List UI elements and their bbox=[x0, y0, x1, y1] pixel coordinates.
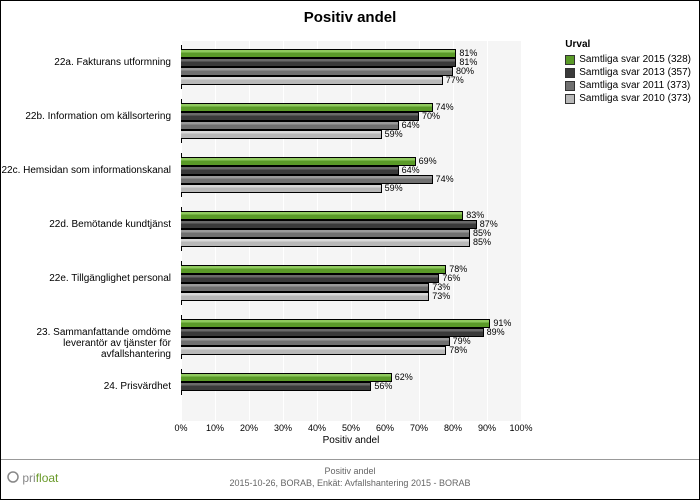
bar-value-label: 89% bbox=[487, 328, 505, 337]
bar bbox=[181, 319, 490, 328]
footer-line-1: Positiv andel bbox=[1, 466, 699, 478]
legend-label: Samtliga svar 2010 (373) bbox=[579, 93, 691, 104]
bar bbox=[181, 211, 463, 220]
bar bbox=[181, 112, 419, 121]
bar-value-label: 70% bbox=[422, 112, 440, 121]
legend-label: Samtliga svar 2011 (373) bbox=[579, 80, 690, 91]
legend-item: Samtliga svar 2015 (328) bbox=[565, 54, 691, 65]
bar-value-label: 69% bbox=[419, 157, 437, 166]
bar-value-label: 73% bbox=[432, 292, 450, 301]
bar bbox=[181, 328, 484, 337]
bar bbox=[181, 382, 371, 391]
legend-item: Samtliga svar 2013 (357) bbox=[565, 67, 691, 78]
bar-value-label: 77% bbox=[446, 76, 464, 85]
legend-item: Samtliga svar 2011 (373) bbox=[565, 80, 691, 91]
bar-value-label: 56% bbox=[374, 382, 392, 391]
legend-item: Samtliga svar 2010 (373) bbox=[565, 93, 691, 104]
bar bbox=[181, 274, 439, 283]
legend-label: Samtliga svar 2013 (357) bbox=[579, 67, 691, 78]
bar-value-label: 74% bbox=[436, 175, 454, 184]
category-label: 22c. Hemsidan som informationskanal bbox=[1, 165, 171, 176]
footer: prifloat Positiv andel 2015-10-26, BORAB… bbox=[1, 459, 699, 499]
bar bbox=[181, 76, 443, 85]
legend-swatch bbox=[565, 55, 575, 65]
bar-value-label: 78% bbox=[449, 346, 467, 355]
x-tick: 100% bbox=[509, 423, 532, 433]
bar bbox=[181, 337, 450, 346]
x-tick: 30% bbox=[274, 423, 292, 433]
bar bbox=[181, 292, 429, 301]
x-tick: 10% bbox=[206, 423, 224, 433]
bar bbox=[181, 184, 382, 193]
bar bbox=[181, 49, 456, 58]
bar bbox=[181, 58, 456, 67]
bar bbox=[181, 283, 429, 292]
category-label: 24. Prisvärdhet bbox=[1, 381, 171, 392]
plot-area: 81%81%80%77%74%70%64%59%69%64%74%59%83%8… bbox=[181, 41, 521, 421]
bar bbox=[181, 265, 446, 274]
x-tick: 90% bbox=[478, 423, 496, 433]
chart-title: Positiv andel bbox=[1, 1, 699, 30]
logo: prifloat bbox=[7, 471, 58, 485]
bar-value-label: 59% bbox=[385, 130, 403, 139]
x-axis: 0%10%20%30%40%50%60%70%80%90%100% Positi… bbox=[181, 421, 521, 451]
bar bbox=[181, 220, 477, 229]
category-label: 23. Sammanfattande omdöme leverantör av … bbox=[1, 327, 171, 360]
x-tick: 0% bbox=[174, 423, 187, 433]
chart-container: Positiv andel Urval Samtliga svar 2015 (… bbox=[0, 0, 700, 500]
category-label: 22b. Information om källsortering bbox=[1, 111, 171, 122]
legend: Urval Samtliga svar 2015 (328) Samtliga s… bbox=[565, 39, 691, 106]
bar-value-label: 62% bbox=[395, 373, 413, 382]
bar bbox=[181, 67, 453, 76]
bar bbox=[181, 238, 470, 247]
x-tick: 40% bbox=[308, 423, 326, 433]
x-tick: 50% bbox=[342, 423, 360, 433]
legend-title: Urval bbox=[565, 39, 691, 50]
bar bbox=[181, 103, 433, 112]
bar-value-label: 64% bbox=[402, 166, 420, 175]
logo-icon bbox=[7, 471, 19, 483]
bar-value-label: 59% bbox=[385, 184, 403, 193]
chart-area: Urval Samtliga svar 2015 (328) Samtliga s… bbox=[1, 31, 700, 451]
bar bbox=[181, 121, 399, 130]
legend-label: Samtliga svar 2015 (328) bbox=[579, 54, 691, 65]
bar bbox=[181, 130, 382, 139]
bar bbox=[181, 157, 416, 166]
x-tick: 80% bbox=[444, 423, 462, 433]
logo-text-2: float bbox=[36, 471, 59, 485]
logo-text-1: pri bbox=[22, 471, 35, 485]
bar-value-label: 85% bbox=[473, 238, 491, 247]
footer-text: Positiv andel 2015-10-26, BORAB, Enkät: … bbox=[1, 460, 699, 489]
x-tick: 60% bbox=[376, 423, 394, 433]
category-label: 22a. Fakturans utformning bbox=[1, 57, 171, 68]
x-axis-title: Positiv andel bbox=[181, 435, 521, 446]
category-label: 22e. Tillgänglighet personal bbox=[1, 273, 171, 284]
bar-value-label: 64% bbox=[402, 121, 420, 130]
category-labels: 22a. Fakturans utformning 22b. Informatio… bbox=[1, 41, 176, 421]
legend-swatch bbox=[565, 94, 575, 104]
bar bbox=[181, 373, 392, 382]
category-label: 22d. Bemötande kundtjänst bbox=[1, 219, 171, 230]
x-tick: 70% bbox=[410, 423, 428, 433]
bar bbox=[181, 346, 446, 355]
bar bbox=[181, 166, 399, 175]
x-tick: 20% bbox=[240, 423, 258, 433]
legend-swatch bbox=[565, 68, 575, 78]
footer-line-2: 2015-10-26, BORAB, Enkät: Avfallshanteri… bbox=[1, 478, 699, 490]
legend-swatch bbox=[565, 81, 575, 91]
bar bbox=[181, 229, 470, 238]
